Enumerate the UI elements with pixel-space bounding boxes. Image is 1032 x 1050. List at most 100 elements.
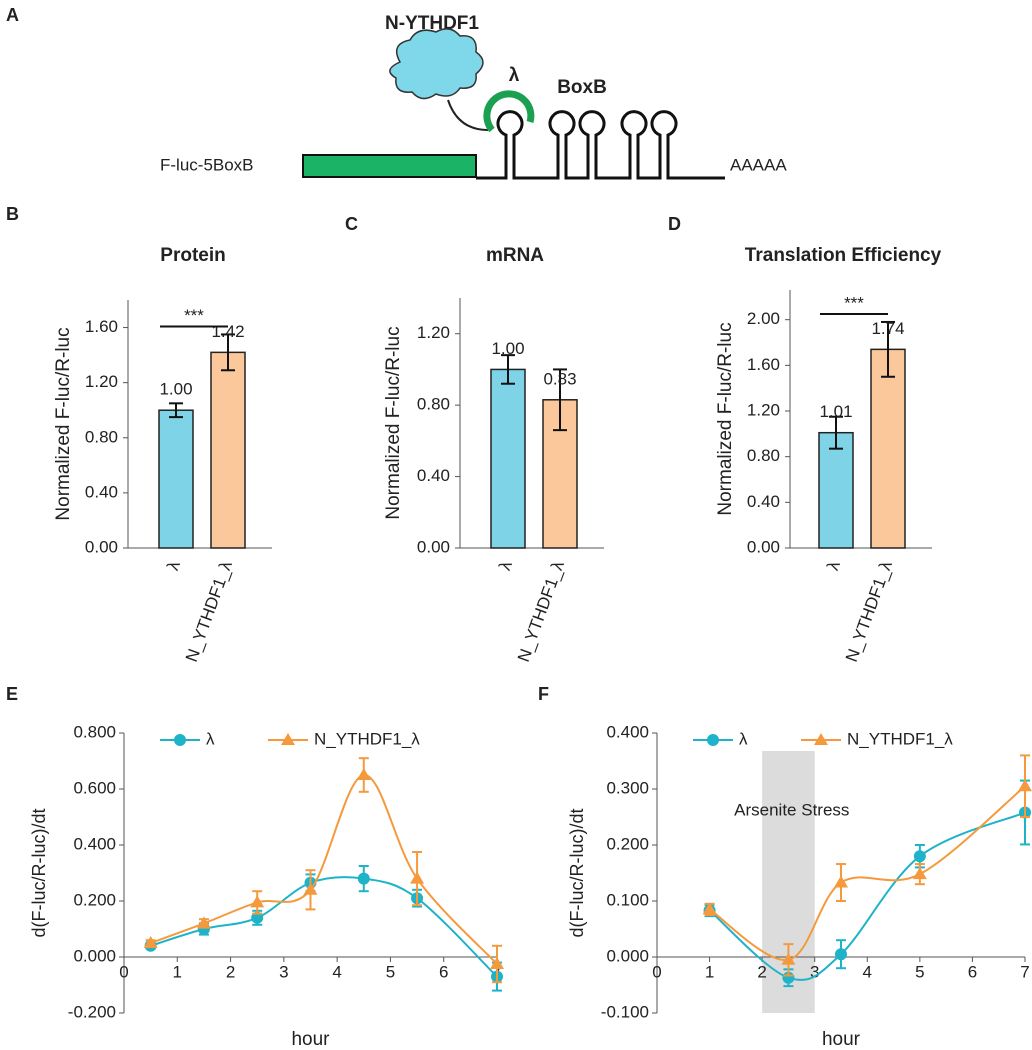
y-tick-label: -0.200 xyxy=(68,1002,116,1021)
linker xyxy=(447,99,489,131)
marker xyxy=(835,948,847,961)
marker xyxy=(196,916,211,929)
protein-cloud xyxy=(389,28,484,100)
marker xyxy=(410,871,425,884)
value-label: 0.83 xyxy=(543,369,576,388)
y-tick-label: 0.400 xyxy=(606,722,649,741)
y-tick-label: 0.100 xyxy=(606,890,649,909)
x-tick-label: 4 xyxy=(332,962,341,981)
marker xyxy=(356,768,371,780)
x-tick-label: N_YTHDF1_λ xyxy=(842,558,896,664)
y-tick-label: -0.100 xyxy=(601,1002,649,1021)
panel-letter: B xyxy=(6,204,19,224)
y-tick-label: 1.60 xyxy=(85,317,118,336)
y-tick-label: 0.40 xyxy=(747,492,780,511)
y-tick-label: 1.20 xyxy=(85,372,118,391)
x-tick-label: 2 xyxy=(226,962,235,981)
x-tick-label: N_YTHDF1_λ xyxy=(514,558,568,664)
y-axis-title: Normalized F-luc/R-luc xyxy=(715,322,736,515)
series-line xyxy=(150,773,498,965)
y-tick-label: 0.00 xyxy=(747,537,780,556)
y-axis-title: d(F-luc/R-luc)/dt xyxy=(567,808,587,937)
marker xyxy=(250,895,265,908)
x-tick-label: 3 xyxy=(279,962,288,981)
x-tick-label: 0 xyxy=(652,962,661,981)
y-tick-label: 2.00 xyxy=(747,309,780,328)
x-tick-label: 5 xyxy=(386,962,395,981)
y-tick-label: 0.600 xyxy=(73,778,116,797)
mrna-strand xyxy=(476,110,725,180)
x-tick-label: λ xyxy=(163,558,184,573)
x-tick-label: 6 xyxy=(439,962,448,981)
marker xyxy=(490,957,504,969)
reporter-label: F-luc-5BoxB xyxy=(160,155,254,174)
bar xyxy=(210,351,246,549)
y-tick-label: 0.200 xyxy=(73,890,116,909)
x-tick-label: λ xyxy=(495,558,516,573)
bar xyxy=(158,409,194,549)
y-tick-label: 0.200 xyxy=(606,834,649,853)
y-tick-label: 0.00 xyxy=(417,537,450,556)
chart-title: Translation Efficiency xyxy=(745,245,942,266)
y-tick-label: 0.80 xyxy=(85,427,118,446)
y-tick-label: 1.20 xyxy=(747,400,780,419)
x-tick-label: 5 xyxy=(915,962,924,981)
value-label: 1.42 xyxy=(211,322,244,341)
y-tick-label: 0.80 xyxy=(747,446,780,465)
significance-label: *** xyxy=(184,306,204,325)
legend-label: λ xyxy=(206,729,215,748)
value-label: 1.00 xyxy=(491,339,524,358)
y-tick-label: 1.20 xyxy=(417,323,450,342)
x-tick-label: 2 xyxy=(757,962,766,981)
y-tick-label: 0.00 xyxy=(85,537,118,556)
shade-label: Arsenite Stress xyxy=(734,800,849,819)
chart-title: Protein xyxy=(160,245,225,266)
y-tick-label: 0.40 xyxy=(85,482,118,501)
y-axis-title: Normalized F-luc/R-luc xyxy=(383,326,404,519)
marker xyxy=(912,867,927,880)
x-tick-label: 1 xyxy=(173,962,182,981)
panel-letter: D xyxy=(668,214,681,234)
x-axis-title: hour xyxy=(291,1029,330,1050)
x-tick-label: λ xyxy=(823,558,844,573)
legend-label: λ xyxy=(739,729,748,748)
x-tick-label: 6 xyxy=(968,962,977,981)
significance-label: *** xyxy=(844,293,864,312)
y-tick-label: 1.60 xyxy=(747,355,780,374)
value-label: 1.74 xyxy=(871,319,904,338)
bar xyxy=(870,348,906,549)
legend-marker xyxy=(281,733,295,745)
x-tick-label: 7 xyxy=(1020,962,1029,981)
legend-label: N_YTHDF1_λ xyxy=(314,729,420,748)
x-tick-label: N_YTHDF1_λ xyxy=(182,558,236,664)
legend-marker xyxy=(707,734,719,746)
legend-label: N_YTHDF1_λ xyxy=(847,729,953,748)
value-label: 1.01 xyxy=(819,402,852,421)
y-tick-label: 0.300 xyxy=(606,778,649,797)
marker xyxy=(1018,779,1032,792)
x-tick-label: 0 xyxy=(119,962,128,981)
marker xyxy=(303,882,318,895)
marker xyxy=(913,850,926,863)
y-tick-label: 0.400 xyxy=(73,834,116,853)
y-axis-title: d(F-luc/R-luc)/dt xyxy=(29,808,49,937)
lambda-peptide xyxy=(483,90,535,133)
y-tick-label: 0.000 xyxy=(606,946,649,965)
bar xyxy=(818,431,854,549)
x-tick-label: 1 xyxy=(705,962,714,981)
legend-marker xyxy=(814,733,828,745)
y-axis-title: Normalized F-luc/R-luc xyxy=(53,327,74,520)
marker xyxy=(251,911,264,924)
x-axis-title: hour xyxy=(822,1029,861,1050)
bar xyxy=(490,368,526,549)
y-tick-label: 0.800 xyxy=(73,722,116,741)
diagram: A N-YTHDF1 λ BoxB F-luc-5BoxB AAAAA xyxy=(6,5,787,180)
y-tick-label: 0.000 xyxy=(73,946,116,965)
panel-letter: A xyxy=(6,5,19,25)
chart-title: mRNA xyxy=(486,245,544,266)
tail-label: AAAAA xyxy=(730,155,787,174)
protein-label: N-YTHDF1 xyxy=(385,13,479,34)
marker xyxy=(702,902,717,915)
series-line xyxy=(708,811,1026,982)
